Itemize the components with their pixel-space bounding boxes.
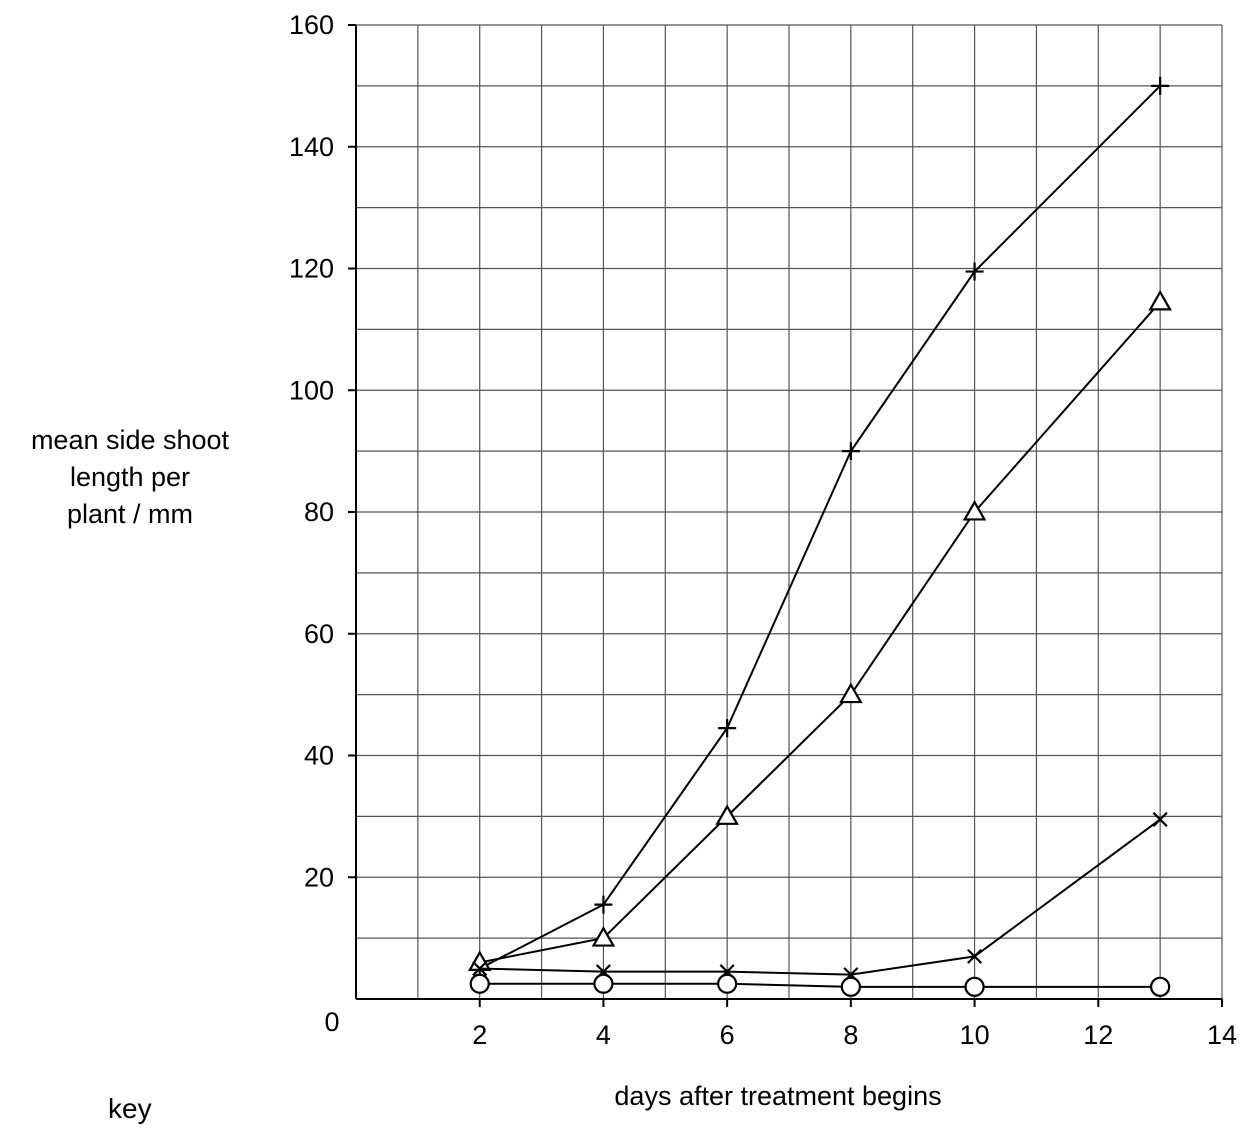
circle-marker (469, 973, 490, 994)
plus-marker (841, 442, 860, 461)
y-tick-label: 40 (304, 741, 334, 771)
axes (348, 24, 1223, 1007)
key-label: key (108, 1093, 152, 1124)
circle-marker (964, 976, 985, 997)
x-tick-label: 2 (472, 1020, 487, 1050)
y-tick-label: 20 (304, 862, 334, 892)
x-tick-label: 4 (596, 1020, 611, 1050)
data-series (467, 76, 1172, 997)
x-tick-label: 8 (843, 1020, 858, 1050)
plus-marker (1151, 76, 1170, 95)
y-axis-title-line: plant / mm (66, 499, 194, 529)
cross-marker (967, 948, 983, 964)
circle-marker (840, 976, 861, 997)
circle-marker (593, 973, 614, 994)
cross-marker-stroke (1152, 811, 1168, 827)
y-axis-title-line: mean side shoot (30, 425, 230, 455)
cross-marker (472, 961, 488, 977)
y-tick-label: 80 (304, 497, 334, 527)
cross-marker-stroke (967, 948, 983, 964)
plus-marker (965, 262, 984, 281)
x-tick-label: 10 (960, 1020, 990, 1050)
triangle-marker (1148, 289, 1172, 311)
grid-lines (356, 24, 1223, 999)
series-line-circle (479, 982, 1161, 988)
triangle-marker (715, 804, 739, 825)
origin-label: 0 (324, 1007, 339, 1037)
plus-marker (594, 895, 613, 914)
x-tick-label: 6 (720, 1020, 735, 1050)
y-tick-label: 160 (289, 10, 334, 40)
circle-marker (717, 973, 738, 994)
plus-marker (718, 719, 737, 738)
y-axis-title-line: length per (69, 462, 191, 492)
series-triangle (467, 289, 1172, 972)
series-line-cross (479, 818, 1161, 976)
series-line-plus (479, 85, 1161, 970)
y-tick-label: 60 (304, 619, 334, 649)
triangle-marker (962, 499, 987, 521)
series-plus (470, 76, 1170, 978)
circle-marker (1150, 976, 1171, 997)
series-line-triangle (479, 301, 1161, 964)
x-tick-label: 12 (1083, 1020, 1113, 1050)
y-tick-label: 140 (289, 132, 334, 162)
x-axis-title: days after treatment begins (614, 1081, 941, 1111)
series-cross (472, 811, 1168, 983)
triangle-marker (591, 926, 616, 947)
triangle-marker (839, 682, 863, 704)
cross-marker (1152, 811, 1168, 827)
x-tick-label: 14 (1207, 1020, 1237, 1050)
y-tick-label: 100 (289, 375, 334, 405)
cross-marker-stroke (472, 961, 488, 977)
series-circle (469, 973, 1171, 997)
y-axis-title: mean side shoot length per plant / mm (0, 422, 260, 533)
y-tick-label: 120 (289, 254, 334, 284)
